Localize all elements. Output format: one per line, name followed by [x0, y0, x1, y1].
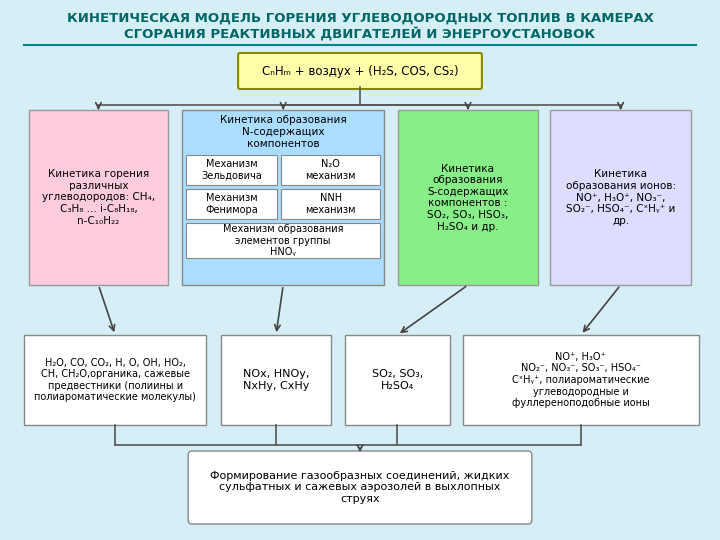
Text: Формирование газообразных соединений, жидких
сульфатных и сажевых аэрозолей в вы: Формирование газообразных соединений, жи… — [210, 471, 510, 504]
Text: SO₂, SO₃,
H₂SO₄: SO₂, SO₃, H₂SO₄ — [372, 369, 423, 391]
FancyBboxPatch shape — [345, 335, 450, 425]
FancyBboxPatch shape — [186, 223, 380, 258]
FancyBboxPatch shape — [550, 110, 691, 285]
Text: Кинетика образования
N-содержащих
компонентов: Кинетика образования N-содержащих компон… — [220, 116, 346, 148]
Text: КИНЕТИЧЕСКАЯ МОДЕЛЬ ГОРЕНИЯ УГЛЕВОДОРОДНЫХ ТОПЛИВ В КАМЕРАХ: КИНЕТИЧЕСКАЯ МОДЕЛЬ ГОРЕНИЯ УГЛЕВОДОРОДН… — [66, 11, 654, 24]
Text: N₂O
механизм: N₂O механизм — [305, 159, 356, 181]
Text: Механизм образования
элементов группы
HNOᵧ: Механизм образования элементов группы HN… — [223, 224, 343, 257]
FancyBboxPatch shape — [24, 335, 207, 425]
FancyBboxPatch shape — [282, 189, 380, 219]
FancyBboxPatch shape — [188, 451, 532, 524]
Text: NO⁺, H₃O⁺
NO₂⁻, NO₃⁻, SO₃⁻, HSO₄⁻
CˣHᵧ⁺, полиароматические
углеводородные и
фулл: NO⁺, H₃O⁺ NO₂⁻, NO₃⁻, SO₃⁻, HSO₄⁻ CˣHᵧ⁺,… — [512, 352, 649, 408]
FancyBboxPatch shape — [221, 335, 331, 425]
Text: NOx, HNOy,
NxHy, CxHy: NOx, HNOy, NxHy, CxHy — [243, 369, 309, 391]
FancyBboxPatch shape — [282, 155, 380, 185]
Text: H₂O, CO, CO₂, H, O, OH, HO₂,
CH, CH₂O,органика, сажевые
предвестники (полиины и
: H₂O, CO, CO₂, H, O, OH, HO₂, CH, CH₂O,ор… — [35, 357, 196, 402]
Text: Кинетика
образования
S-содержащих
компонентов :
SO₂, SO₃, HSO₃,
H₂SO₄ и др.: Кинетика образования S-содержащих компон… — [427, 164, 508, 232]
FancyBboxPatch shape — [14, 0, 706, 540]
FancyBboxPatch shape — [463, 335, 699, 425]
FancyBboxPatch shape — [186, 155, 277, 185]
FancyBboxPatch shape — [182, 110, 384, 285]
Text: NNH
механизм: NNH механизм — [305, 193, 356, 215]
Text: Кинетика горения
различных
углеводородов: CH₄,
C₃H₈ ... i-C₈H₁₈,
n-C₁₀H₂₂: Кинетика горения различных углеводородов… — [42, 170, 155, 226]
Text: СГОРАНИЯ РЕАКТИВНЫХ ДВИГАТЕЛЕЙ И ЭНЕРГОУСТАНОВОК: СГОРАНИЯ РЕАКТИВНЫХ ДВИГАТЕЛЕЙ И ЭНЕРГОУ… — [125, 27, 595, 41]
Text: Кинетика
образования ионов:
NO⁺, H₃O⁺, NO₃⁻,
SO₂⁻, HSO₄⁻, CˣHᵧ⁺ и
др.: Кинетика образования ионов: NO⁺, H₃O⁺, N… — [565, 170, 675, 226]
FancyBboxPatch shape — [238, 53, 482, 89]
FancyBboxPatch shape — [398, 110, 538, 285]
FancyBboxPatch shape — [29, 110, 168, 285]
Text: CₙHₘ + воздух + (H₂S, COS, CS₂): CₙHₘ + воздух + (H₂S, COS, CS₂) — [261, 64, 459, 78]
Text: Механизм
Фенимора: Механизм Фенимора — [205, 193, 258, 215]
Text: Механизм
Зельдовича: Механизм Зельдовича — [202, 159, 262, 181]
FancyBboxPatch shape — [186, 189, 277, 219]
